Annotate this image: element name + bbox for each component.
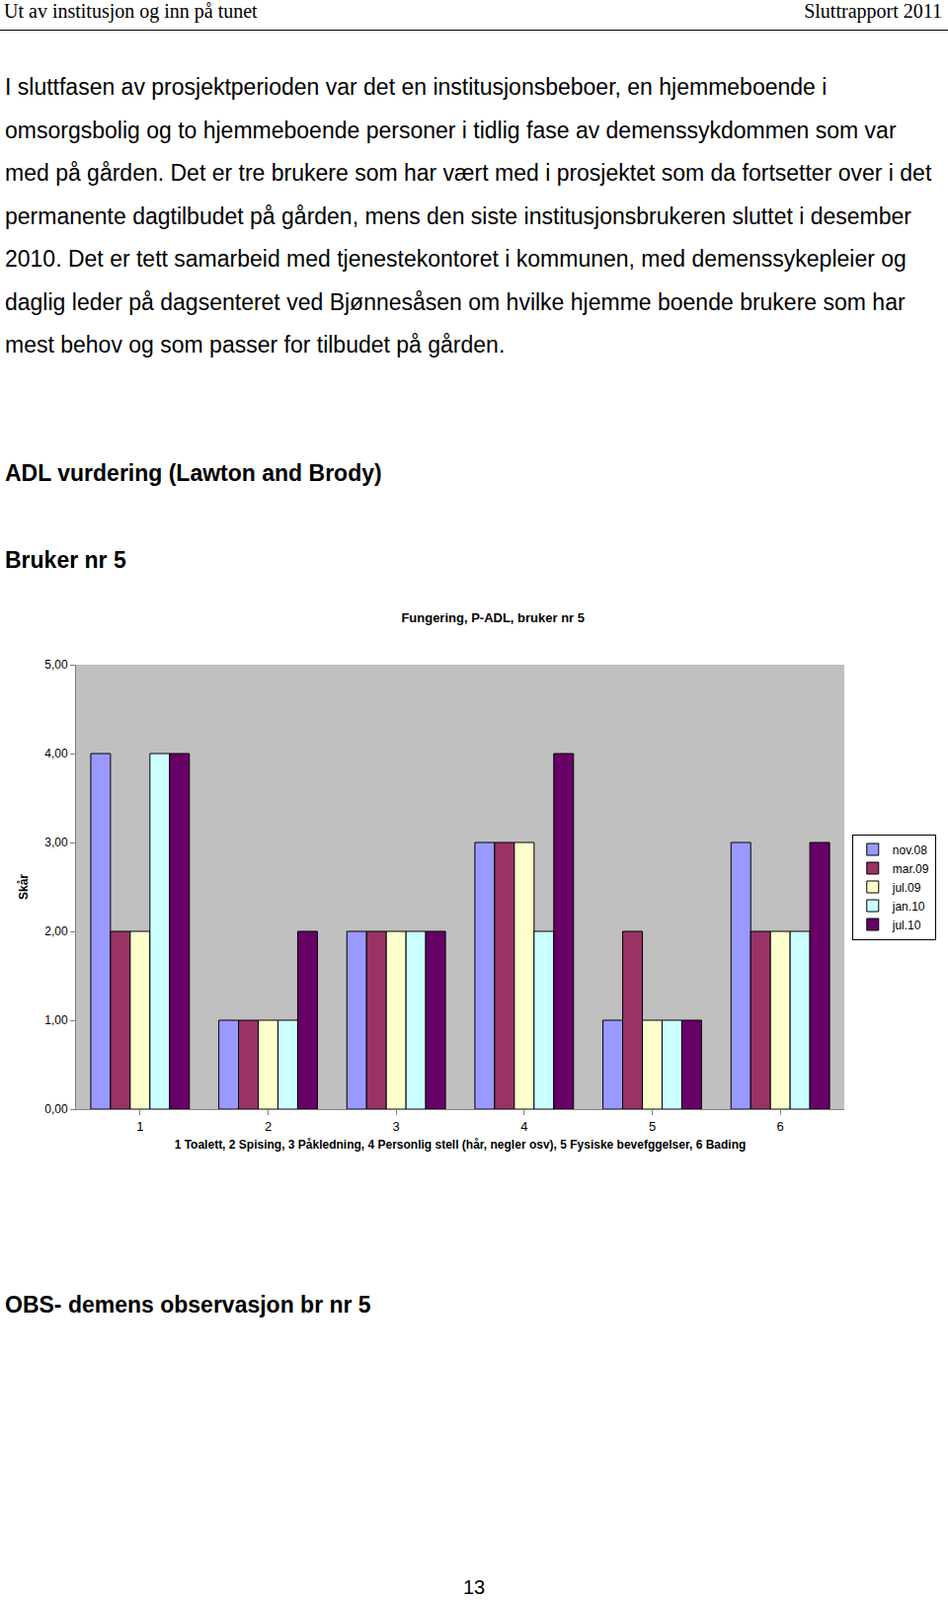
html-text:13: 13 bbox=[463, 1576, 485, 1598]
svg-text:3: 3 bbox=[393, 1118, 400, 1134]
html-text:Bruker nr 5: Bruker nr 5 bbox=[4, 547, 127, 573]
svg-text:0,00: 0,00 bbox=[44, 1102, 69, 1116]
svg-text:4,00: 4,00 bbox=[44, 746, 69, 761]
svg-text:jul.10: jul.10 bbox=[891, 918, 922, 933]
svg-text:mar.09: mar.09 bbox=[892, 862, 930, 876]
svg-text:nov.08: nov.08 bbox=[892, 843, 928, 858]
html-text:Ut av institusjon og inn på tu: Ut av institusjon og inn på tunet bbox=[3, 0, 258, 22]
svg-text:jan.10: jan.10 bbox=[891, 899, 926, 914]
svg-text:4: 4 bbox=[520, 1118, 528, 1134]
svg-text:Fungering, P-ADL, bruker nr 5: Fungering, P-ADL, bruker nr 5 bbox=[400, 610, 585, 626]
html-text:Sluttrapport 2011: Sluttrapport 2011 bbox=[804, 0, 943, 22]
svg-text:1: 1 bbox=[136, 1118, 144, 1134]
svg-text:2,00: 2,00 bbox=[44, 924, 69, 939]
svg-text:5: 5 bbox=[648, 1118, 656, 1134]
html-text:OBS- demens observasjon br nr: OBS- demens observasjon br nr 5 bbox=[4, 1291, 372, 1318]
svg-text:6: 6 bbox=[777, 1118, 785, 1134]
svg-text:3,00: 3,00 bbox=[44, 835, 69, 850]
svg-text:2: 2 bbox=[264, 1118, 272, 1134]
svg-text:1 Toalett, 2 Spising, 3 Påkled: 1 Toalett, 2 Spising, 3 Påkledning, 4 Pe… bbox=[174, 1137, 747, 1152]
html-text:I sluttfasen av prosjektperiod: I sluttfasen av prosjektperioden var det… bbox=[4, 74, 932, 358]
html-text:ADL vurdering (Lawton and Brod: ADL vurdering (Lawton and Brody) bbox=[4, 460, 382, 486]
svg-text:1,00: 1,00 bbox=[44, 1013, 69, 1027]
svg-text:jul.09: jul.09 bbox=[891, 880, 922, 895]
svg-text:5,00: 5,00 bbox=[44, 657, 69, 672]
svg-text:Skår: Skår bbox=[16, 873, 31, 900]
